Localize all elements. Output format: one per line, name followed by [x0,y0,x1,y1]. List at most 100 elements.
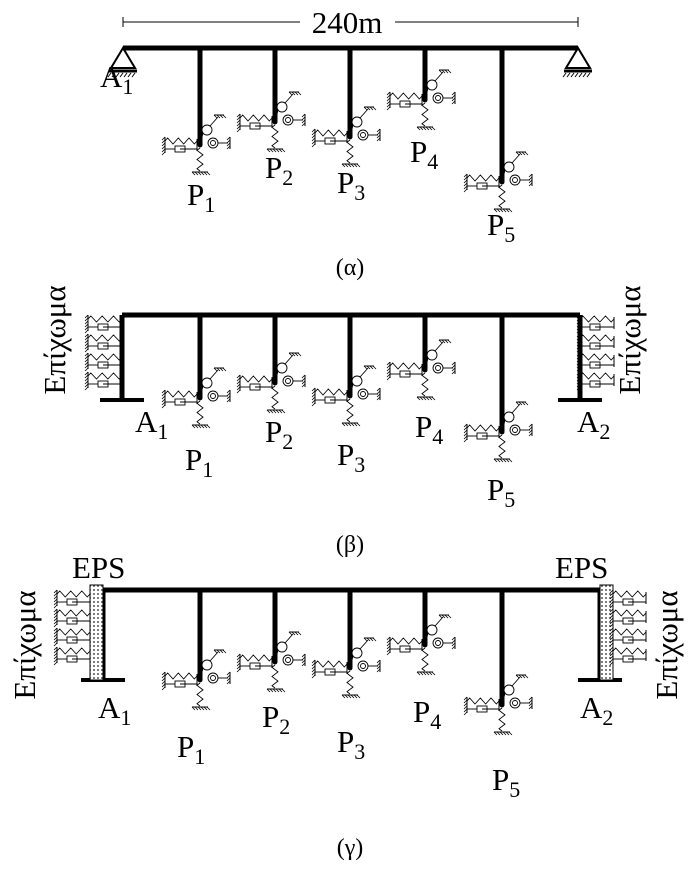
hatch [347,422,352,427]
rotational-spring [210,675,216,681]
hatch [236,386,241,391]
hatch [278,148,283,153]
hatch [386,648,391,653]
hatch [53,639,58,644]
hatch [53,595,58,600]
hatch [372,106,377,111]
hatch [53,652,58,657]
hatch [53,598,58,603]
hatch [505,458,510,463]
rotational-spring [503,684,515,696]
hatch [496,731,501,736]
hatch [84,377,89,382]
hatch [576,314,581,319]
hatch [508,731,513,736]
hatch [356,422,361,427]
hatch [111,72,116,78]
rotational-spring [201,659,213,671]
label: P1 [185,442,213,482]
hatch [578,72,583,78]
hatch [431,671,436,676]
hatch [53,592,58,597]
hatch [84,333,89,338]
spring [164,137,198,145]
hatch [422,671,427,676]
hatch [84,361,89,366]
hatch [236,116,241,121]
hatch [311,399,316,404]
hatch [386,642,391,647]
hatch [576,364,581,369]
hatch [84,386,89,391]
label: A2 [580,690,613,730]
hatch [288,352,293,357]
node [197,677,203,683]
rotational-spring [282,375,294,387]
label-index: 2 [279,714,290,739]
node [499,702,505,708]
hatch [288,91,293,96]
hatch [447,339,452,344]
hatch [366,365,371,370]
label: A1 [135,404,168,444]
hatch [84,339,89,344]
hatch [419,671,424,676]
hatch [219,367,224,372]
hatch [236,389,241,394]
hatch [288,631,293,636]
hatch [372,365,377,370]
hatch [226,677,231,682]
spring [498,184,506,209]
rotational-spring [276,362,288,374]
caption: (β) [336,532,364,558]
label: P3 [337,437,365,477]
hatch [115,72,120,78]
hatch [609,655,614,660]
hatch [297,91,302,96]
hatch [609,614,614,619]
hatch [123,72,128,78]
caption: (γ) [337,835,364,861]
hatch [515,401,520,406]
spring [56,628,91,636]
hatch [521,401,526,406]
hatch [609,620,614,625]
spring [612,628,647,636]
rotational-spring [357,388,369,400]
hatch [451,361,456,366]
hatch [431,396,436,401]
node [272,380,278,386]
hatch [311,674,316,679]
hatch [609,649,614,654]
hatch [609,630,614,635]
hatch [53,649,58,654]
hatch [84,355,89,360]
spring [389,637,423,645]
hatch [609,604,614,609]
hatch [236,668,241,673]
hatch [609,661,614,666]
hatch [463,696,468,701]
hatch [451,100,456,105]
hatch [576,380,581,385]
hatch [463,708,468,713]
hatch [344,163,349,168]
support [564,46,592,69]
hatch [301,374,306,379]
hatch [53,620,58,625]
spring [239,375,273,383]
hatch [311,390,316,395]
hatch [576,339,581,344]
spring [466,174,500,182]
hatch [499,208,504,213]
spring [498,434,506,459]
rotational-spring [432,362,444,374]
node [499,429,505,435]
hatch [609,608,614,613]
hatch [301,659,306,664]
hatch [311,387,316,392]
hatch [521,674,526,679]
hatch [528,176,533,181]
hatch [505,208,510,213]
hatch [518,674,523,679]
